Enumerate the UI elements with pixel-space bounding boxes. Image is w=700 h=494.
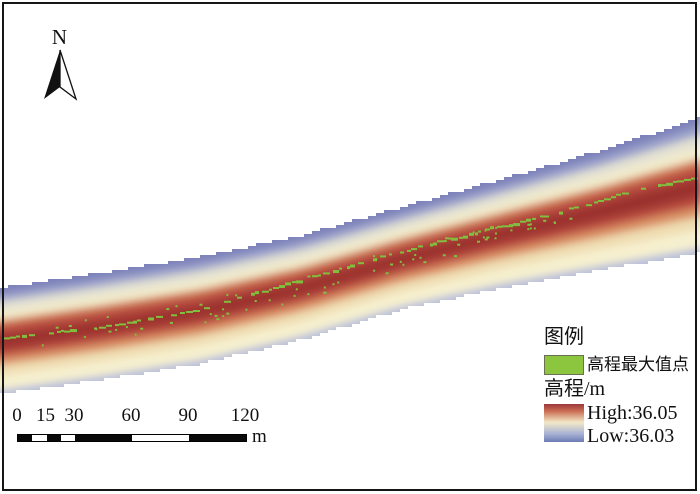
scale-bar-unit: m <box>252 426 267 447</box>
legend-item-max-point: 高程最大值点 <box>544 355 696 375</box>
elevation-low-label: Low:36.03 <box>587 425 675 447</box>
scale-tick-label: 30 <box>64 405 84 426</box>
elevation-gradient-row: High:36.05 Low:36.03 <box>544 402 696 448</box>
north-arrow-label: N <box>52 25 67 49</box>
scale-bar-segment <box>189 435 246 441</box>
north-arrow-left-half <box>44 50 60 99</box>
scale-tick-label: 90 <box>178 405 198 426</box>
scale-bar-segment <box>132 435 189 441</box>
legend: 图例 高程最大值点 高程/m High:36.05 Low:36.03 <box>544 325 696 448</box>
max-point-swatch <box>544 355 584 375</box>
scale-tick-label: 120 <box>230 405 260 426</box>
scale-bar-segment <box>32 435 47 441</box>
elevation-gradient-swatch <box>544 404 584 442</box>
scale-bar-segment <box>75 435 132 441</box>
elevation-high-label: High:36.05 <box>587 402 678 424</box>
scale-bar-segment <box>18 435 33 441</box>
north-arrow: N <box>44 25 78 101</box>
elevation-section-title: 高程/m <box>544 378 606 400</box>
scale-tick-label: 15 <box>36 405 55 426</box>
north-arrow-right-half <box>59 49 78 101</box>
scale-bar-segment <box>46 435 61 441</box>
scale-bar-segment <box>60 435 75 441</box>
scale-tick-label: 60 <box>121 405 141 426</box>
scale-tick-label: 0 <box>12 405 22 426</box>
max-elevation-points <box>3 177 698 347</box>
legend-title: 图例 <box>544 326 584 348</box>
scale-bar-bar <box>17 434 247 442</box>
max-point-label: 高程最大值点 <box>587 355 689 374</box>
